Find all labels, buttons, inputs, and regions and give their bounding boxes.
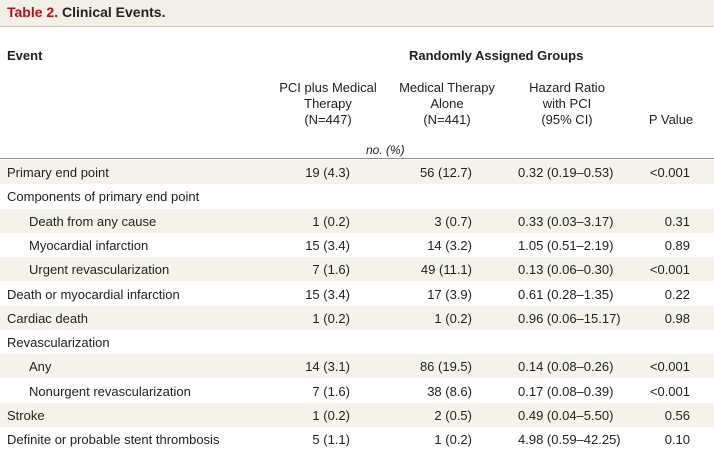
table-number: Table 2. [7,4,59,20]
p-value-cell: <0.001 [649,165,690,180]
pci-header-line1: PCI plus Medical [279,80,377,95]
pci-cell: 14 (3.1) [305,359,350,375]
event-cell: Myocardial infarction [29,237,149,253]
pci-cell: 15 (3.4) [305,286,350,302]
p-value-column-header: P Value [636,112,706,128]
medical-cell: 2 (0.5) [434,408,472,423]
pci-cell: 7 (1.6) [312,383,350,399]
event-cell: Any [29,359,52,375]
event-cell: Death from any cause [29,213,157,229]
group-header: Randomly Assigned Groups [409,48,584,63]
table-row: Revascularization [0,330,714,354]
hazard-ratio-cell: 0.61 (0.28–1.35) [518,286,614,302]
medical-cell: 1 (0.2) [434,310,472,326]
table-row: Urgent revascularization 7 (1.6) 49 (11.1)… [0,257,714,282]
medical-cell: 38 (8.6) [427,383,472,399]
header-divider [0,158,714,159]
medical-cell: 3 (0.7) [434,213,472,229]
pci-cell: 7 (1.6) [312,262,350,278]
p-value-cell: <0.001 [649,383,690,399]
event-cell: Primary end point [7,165,109,180]
event-cell: Definite or probable stent thrombosis [7,432,220,448]
hazard-ratio-cell: 0.32 (0.19–0.53) [518,165,614,180]
hazard-ratio-cell: 1.05 (0.51–2.19) [518,237,614,253]
event-cell: Stroke [7,408,45,423]
table-title-text: Clinical Events. [58,4,166,20]
hazard-ratio-cell: 0.17 (0.08–0.39) [518,383,614,399]
p-value-cell: <0.001 [649,359,690,375]
pci-cell: 15 (3.4) [305,237,350,253]
hr-header-line2: with PCI [542,96,592,111]
table-title: Table 2. Clinical Events. [7,4,165,20]
table-row: Myocardial infarction 15 (3.4) 14 (3.2) 1.0… [0,233,714,257]
p-value-cell: 0.22 [664,286,690,302]
med-header-line1: Medical Therapy [399,80,495,95]
hr-header-line1: Hazard Ratio [529,80,605,95]
table-row: Cardiac death 1 (0.2) 1 (0.2) 0.96 (0.06–15… [0,305,714,330]
hazard-ratio-cell: 0.33 (0.03–3.17) [518,213,614,229]
pci-header-line2: Therapy [304,96,352,111]
hazard-ratio-column-header: Hazard Ratio with PCI (95% CI) [512,80,622,128]
units-label: no. (%) [366,143,405,157]
table-row: Stroke 1 (0.2) 2 (0.5) 0.49 (0.04–5.50) 0.56 [0,403,714,427]
event-cell: Cardiac death [7,310,88,326]
medical-column-header: Medical Therapy Alone (N=441) [389,80,505,128]
medical-cell: 56 (12.7) [419,165,472,180]
table-row: Death from any cause 1 (0.2) 3 (0.7) 0.33 (… [0,208,714,233]
medical-cell: 14 (3.2) [427,237,472,253]
hazard-ratio-cell: 0.96 (0.06–15.17) [518,310,621,326]
pci-cell: 19 (4.3) [305,165,350,180]
pci-cell: 1 (0.2) [312,213,350,229]
event-cell: Urgent revascularization [29,262,170,278]
hr-header-line3: (95% CI) [541,112,593,127]
event-cell: Components of primary end point [7,189,200,205]
hazard-ratio-cell: 4.98 (0.59–42.25) [518,432,621,448]
medical-cell: 86 (19.5) [419,359,472,375]
med-header-line2: Alone [430,96,464,111]
p-value-cell: 0.56 [664,408,690,423]
table-row: Definite or probable stent thrombosis 5 (… [0,427,714,451]
hazard-ratio-cell: 0.13 (0.06–0.30) [518,262,614,278]
event-column-header: Event [7,48,43,63]
pci-cell: 1 (0.2) [312,408,350,423]
p-value-cell: 0.98 [664,310,690,326]
table-row: Any 14 (3.1) 86 (19.5) 0.14 (0.08–0.26) <0.0… [0,354,714,379]
pci-column-header: PCI plus Medical Therapy (N=447) [268,80,388,128]
hazard-ratio-cell: 0.49 (0.04–5.50) [518,408,614,423]
p-value-cell: 0.10 [664,432,690,448]
pci-cell: 1 (0.2) [312,310,350,326]
medical-cell: 1 (0.2) [434,432,472,448]
p-value-cell: <0.001 [649,262,690,278]
p-header-line1: P Value [648,112,694,127]
hazard-ratio-cell: 0.14 (0.08–0.26) [518,359,614,375]
table-title-bar: Table 2. Clinical Events. [0,0,714,27]
event-cell: Death or myocardial infarction [7,286,180,302]
event-cell: Nonurgent revascularization [29,383,191,399]
table-row: Primary end point 19 (4.3) 56 (12.7) 0.32 (… [0,160,714,184]
p-value-cell: 0.31 [664,213,690,229]
medical-cell: 49 (11.1) [420,262,472,278]
table-row: Components of primary end point [0,184,714,208]
pci-header-line3: (N=447) [304,112,352,127]
table-row: Nonurgent revascularization 7 (1.6) 38 (8.… [0,379,714,403]
table-row: Death or myocardial infarction 15 (3.4) 17… [0,282,714,306]
p-value-cell: 0.89 [664,237,690,253]
pci-cell: 5 (1.1) [312,432,350,448]
med-header-line3: (N=441) [423,112,471,127]
event-cell: Revascularization [7,335,110,351]
medical-cell: 17 (3.9) [427,286,472,302]
